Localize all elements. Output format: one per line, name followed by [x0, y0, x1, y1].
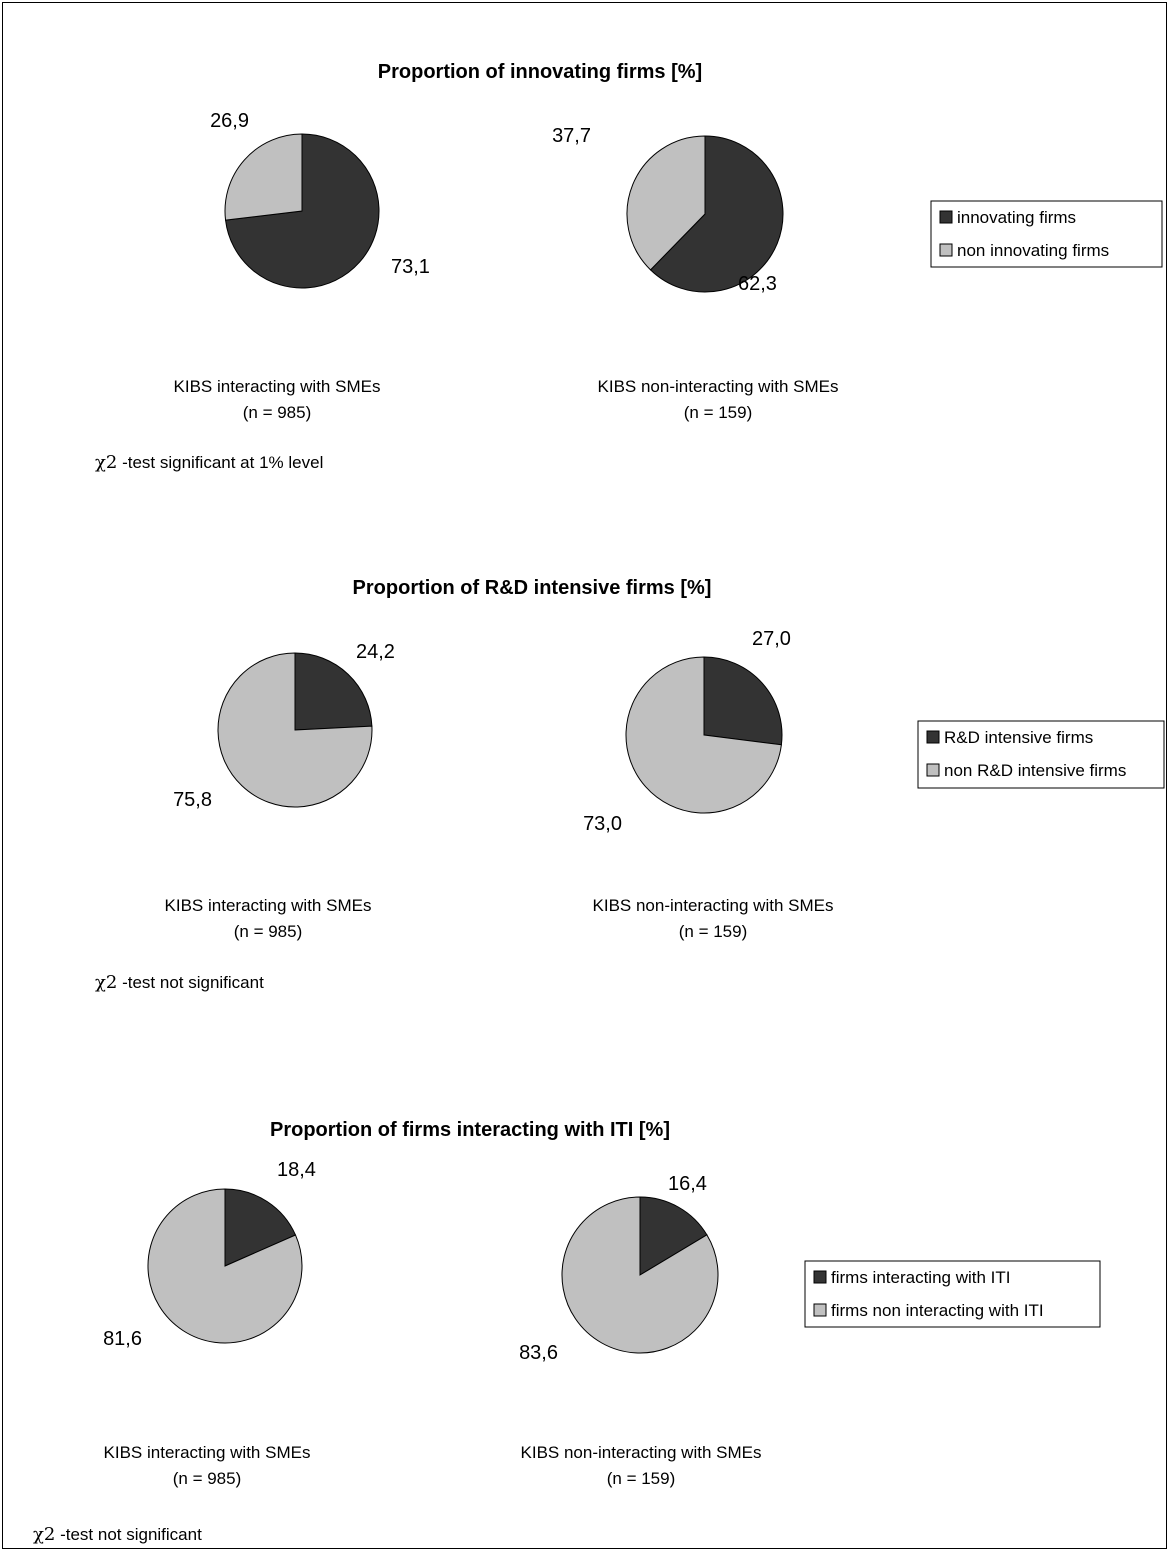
chart-panel-3: Proportion of firms interacting with ITI…	[33, 1119, 1101, 1545]
pie-slice-primary	[294, 652, 373, 731]
significance-note-text: -test significant at 1% level	[117, 453, 323, 472]
pie-slice-secondary	[217, 652, 373, 808]
pie-slice-primary	[639, 1196, 708, 1276]
chart-title: Proportion of R&D intensive firms [%]	[353, 577, 712, 599]
legend-box	[917, 720, 1165, 789]
pie-2: 16,4 83,6 KIBS non-interacting with SMEs (n…	[519, 1173, 761, 1488]
data-label: 73,0	[583, 813, 622, 835]
pie-slice-primary	[649, 135, 784, 293]
pie-sample-size: (n = 159)	[679, 922, 748, 941]
data-label: 16,4	[668, 1173, 707, 1195]
pie-sample-size: (n = 985)	[243, 403, 312, 422]
data-label: 37,7	[552, 125, 591, 147]
legend-entry: innovating firms	[957, 208, 1076, 227]
legend-box	[804, 1260, 1101, 1328]
legend-swatch	[939, 243, 953, 257]
legend-box	[930, 200, 1163, 268]
pie-1: 73,1 26,9 KIBS interacting with SMEs (n = 9…	[174, 110, 430, 422]
data-label: 26,9	[210, 110, 249, 132]
legend-swatch	[926, 763, 940, 777]
pie-1: 18,4 81,6 KIBS interacting with SMEs (n = 9…	[103, 1159, 316, 1488]
pie-2: 62,3 37,7 KIBS non-interacting with SMEs (n…	[552, 125, 838, 422]
pie-sample-size: (n = 159)	[684, 403, 753, 422]
legend-entry: non R&D intensive firms	[944, 761, 1126, 780]
data-label: 18,4	[277, 1159, 316, 1181]
data-label: 73,1	[391, 256, 430, 278]
legend: innovating firms non innovating firms	[930, 200, 1163, 268]
chart-panel-2: Proportion of R&D intensive firms [%] 24,…	[95, 577, 1165, 993]
data-label: 81,6	[103, 1328, 142, 1350]
significance-note: χ2 -test significant at 1% level	[95, 452, 323, 473]
pie-caption: KIBS non-interacting with SMEs	[598, 377, 839, 396]
legend-entry: firms interacting with ITI	[831, 1268, 1011, 1287]
pie-slice-secondary	[561, 1196, 719, 1354]
pie-2: 27,0 73,0 KIBS non-interacting with SMEs (n…	[583, 628, 833, 941]
chart-panel-1: Proportion of innovating firms [%] 73,1 26…	[95, 61, 1163, 473]
pie-slice-primary	[224, 1188, 297, 1267]
significance-note: χ2 -test not significant	[95, 972, 264, 993]
pie-sample-size: (n = 159)	[607, 1469, 676, 1488]
pie-caption: KIBS non-interacting with SMEs	[521, 1443, 762, 1462]
legend-swatch	[926, 730, 940, 744]
significance-note-text: -test not significant	[55, 1525, 202, 1544]
pie-caption: KIBS interacting with SMEs	[174, 377, 381, 396]
pie-slice-secondary	[224, 133, 303, 221]
pie-1: 24,2 75,8 KIBS interacting with SMEs (n = 9…	[165, 641, 395, 941]
legend: R&D intensive firms non R&D intensive fir…	[917, 720, 1165, 789]
chart-title: Proportion of innovating firms [%]	[378, 61, 702, 83]
legend-entry: firms non interacting with ITI	[831, 1301, 1044, 1320]
chi-square-symbol: χ2	[95, 452, 117, 473]
legend-swatch	[813, 1303, 827, 1317]
chi-square-symbol: χ2	[95, 972, 117, 993]
legend-swatch	[939, 210, 953, 224]
data-label: 62,3	[738, 273, 777, 295]
pie-slice-secondary	[625, 656, 782, 814]
pie-caption: KIBS non-interacting with SMEs	[593, 896, 834, 915]
pie-sample-size: (n = 985)	[234, 922, 303, 941]
pie-sample-size: (n = 985)	[173, 1469, 242, 1488]
legend-entry: R&D intensive firms	[944, 728, 1093, 747]
significance-note-text: -test not significant	[117, 973, 264, 992]
legend: firms interacting with ITI firms non inte…	[804, 1260, 1101, 1328]
pie-caption: KIBS interacting with SMEs	[165, 896, 372, 915]
pie-slice-secondary	[626, 135, 706, 271]
data-label: 83,6	[519, 1342, 558, 1364]
chi-square-symbol: χ2	[33, 1524, 55, 1545]
legend-entry: non innovating firms	[957, 241, 1109, 260]
data-label: 27,0	[752, 628, 791, 650]
pie-caption: KIBS interacting with SMEs	[104, 1443, 311, 1462]
data-label: 75,8	[173, 789, 212, 811]
chart-title: Proportion of firms interacting with ITI…	[270, 1119, 670, 1141]
pie-slice-primary	[703, 656, 783, 746]
significance-note: χ2 -test not significant	[33, 1524, 202, 1545]
pie-slice-secondary	[147, 1188, 303, 1344]
data-label: 24,2	[356, 641, 395, 663]
legend-swatch	[813, 1270, 827, 1284]
